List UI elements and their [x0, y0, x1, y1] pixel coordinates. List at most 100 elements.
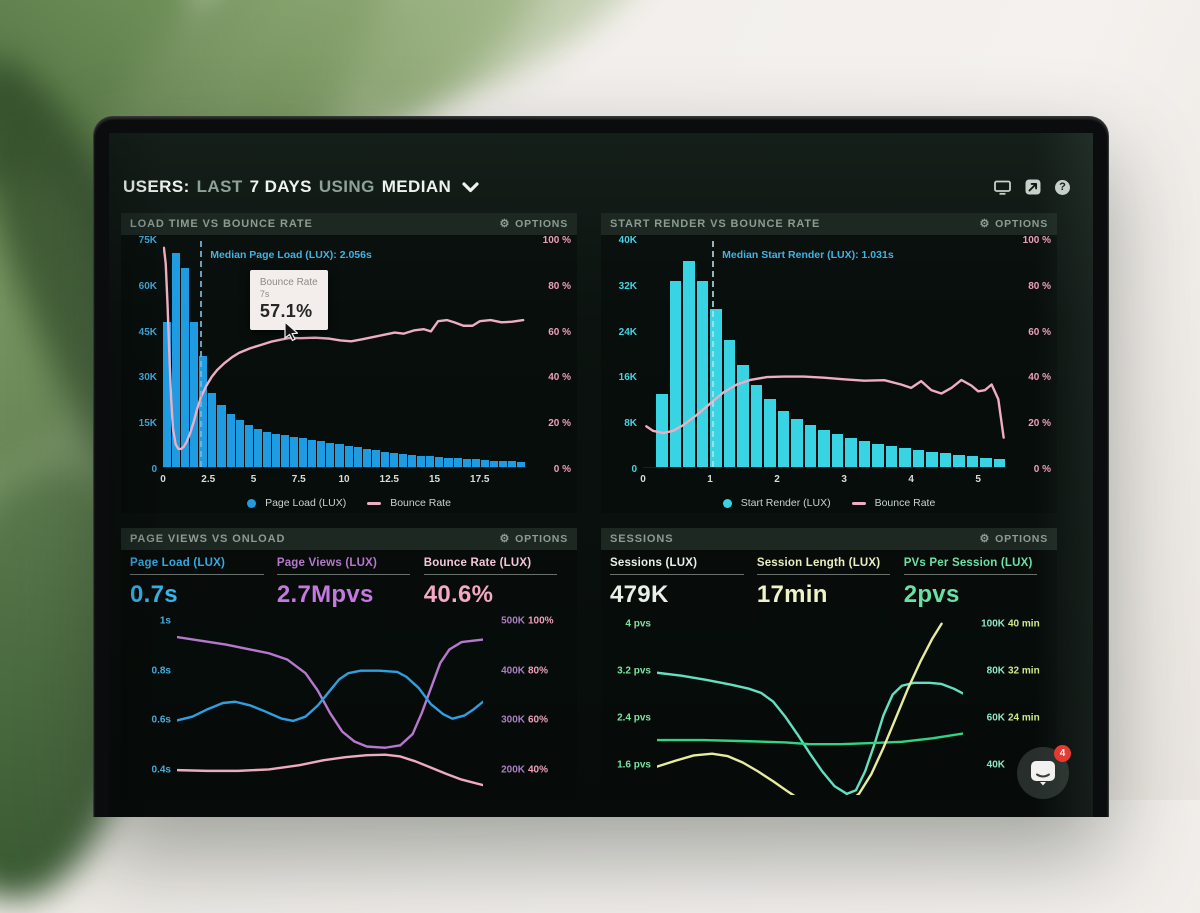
metric-divider: [610, 574, 744, 575]
histogram-bar: [480, 460, 489, 467]
axis-tick: 60 %: [548, 326, 571, 338]
timeframe-dropdown[interactable]: USERS: LAST 7 DAYS USING MEDIAN: [123, 177, 479, 197]
axis-tick: 3: [841, 474, 847, 485]
axis-tick: 20 %: [1028, 418, 1051, 430]
bar-series: [163, 241, 525, 467]
histogram-bar: [885, 446, 898, 467]
axis-tick: 400K: [501, 665, 525, 677]
median-label: Median Start Render (LUX): 1.031s: [722, 249, 894, 261]
metric-label: Page Views (LUX): [276, 557, 377, 569]
axis-tick: 60K: [138, 280, 157, 292]
app-header: USERS: LAST 7 DAYS USING MEDIAN ?: [123, 173, 1071, 201]
axis-tick: 100 %: [542, 235, 571, 246]
y-axis-left: 75K 60K 45K 30K 15K 0: [125, 235, 157, 475]
panel-sessions: SESSIONS ⚙ OPTIONS Sessions (LUX) 479K S…: [601, 528, 1057, 801]
metric-divider: [276, 574, 411, 575]
axis-tick: 0: [631, 463, 637, 475]
title-users: USERS:: [123, 177, 190, 196]
histogram-bar: [335, 444, 344, 467]
panel-title: PAGE VIEWS VS ONLOAD: [130, 533, 286, 545]
chevron-down-icon: [462, 181, 479, 193]
histogram-bar: [462, 458, 471, 467]
y-axis-left: 4 pvs 3.2 pvs 2.4 pvs 1.6 pvs: [607, 606, 651, 795]
page-views-chart[interactable]: [177, 606, 483, 795]
axis-tick: 0: [151, 463, 157, 475]
histogram-bar: [353, 447, 362, 467]
chart-legend: Page Load (LUX) Bounce Rate: [121, 497, 577, 509]
panel-title: LOAD TIME VS BOUNCE RATE: [130, 218, 313, 230]
histogram-bar: [696, 280, 709, 467]
histogram-bar: [362, 448, 371, 467]
options-button[interactable]: ⚙ OPTIONS: [979, 533, 1048, 545]
title-days: 7 DAYS: [249, 177, 312, 196]
gear-icon: ⚙: [979, 532, 991, 545]
axis-tick: 3.2 pvs: [617, 665, 651, 677]
histogram-bar: [235, 420, 244, 467]
histogram-bar: [764, 399, 776, 467]
axis-tick: 0.4s: [151, 764, 171, 776]
chat-widget-button[interactable]: 4: [1017, 745, 1071, 799]
y-axis-right-percent: 100% 80% 60% 40%: [528, 606, 572, 795]
line-bounce-rate: [164, 248, 523, 449]
histogram-bar: [244, 424, 253, 467]
metric-pvs-per-session: PVs Per Session (LUX) 2pvs: [903, 557, 1051, 609]
bar-series: [643, 241, 1005, 467]
metric-bounce-rate: Bounce Rate (LUX) 40.6%: [423, 557, 571, 609]
axis-tick: 0.6s: [151, 714, 171, 726]
metric-value: 479K: [610, 581, 669, 608]
axis-tick: 80%: [528, 665, 549, 677]
histogram-bar: [308, 439, 317, 467]
histogram-bar: [435, 457, 444, 467]
sessions-chart[interactable]: [657, 606, 963, 795]
histogram-bar: [710, 308, 722, 467]
histogram-bar: [953, 455, 965, 467]
histogram-bar: [980, 457, 992, 467]
metric-value: 0.7s: [130, 581, 178, 608]
axis-tick: 20 %: [548, 418, 571, 430]
histogram-bar: [299, 438, 308, 467]
metric-value: 40.6%: [423, 581, 494, 608]
start-render-chart[interactable]: Median Start Render (LUX): 1.031s: [643, 241, 1005, 468]
panel-header: LOAD TIME VS BOUNCE RATE ⚙ OPTIONS: [121, 213, 577, 235]
axis-tick: 80 %: [1028, 280, 1051, 292]
legend-label: Bounce Rate: [390, 497, 451, 509]
help-icon[interactable]: ?: [1054, 179, 1071, 196]
axis-tick: 40K: [618, 235, 637, 246]
metric-label: Page Load (LUX): [130, 557, 226, 569]
axis-tick: 500K: [501, 615, 525, 627]
metric-label: Bounce Rate (LUX): [423, 557, 532, 569]
chart-tooltip: Bounce Rate 7s 57.1%: [249, 270, 328, 331]
legend-line: [367, 501, 382, 505]
axis-tick: 1s: [159, 615, 171, 627]
axis-tick: 40 %: [1028, 372, 1051, 384]
axis-tick: 75K: [138, 235, 157, 246]
axis-tick: 24 min: [1008, 712, 1040, 724]
axis-tick: 100K: [981, 618, 1005, 630]
histogram-bar: [993, 459, 1005, 467]
histogram-bar: [750, 385, 763, 467]
display-icon[interactable]: [994, 179, 1011, 196]
legend-label: Start Render (LUX): [740, 497, 831, 509]
options-button[interactable]: ⚙ OPTIONS: [499, 218, 568, 230]
panel-page-views-vs-onload: PAGE VIEWS VS ONLOAD ⚙ OPTIONS Page Load…: [121, 528, 577, 801]
tooltip-title: Bounce Rate: [259, 277, 318, 289]
notification-badge: 4: [1054, 745, 1071, 762]
metric-label: Session Length (LUX): [756, 557, 881, 569]
load-time-chart[interactable]: Median Page Load (LUX): 2.056s Bounce Ra…: [163, 241, 525, 468]
panel-load-time-vs-bounce-rate: LOAD TIME VS BOUNCE RATE ⚙ OPTIONS 75K 60…: [121, 213, 577, 513]
options-button[interactable]: ⚙ OPTIONS: [499, 533, 568, 545]
metric-divider: [756, 574, 891, 575]
metric-sessions: Sessions (LUX) 479K: [610, 557, 757, 609]
axis-tick: 4: [908, 474, 914, 485]
panel-header: START RENDER VS BOUNCE RATE ⚙ OPTIONS: [601, 213, 1057, 235]
x-axis: 0 2.5 5 7.5 10 12.5 15 17.5: [160, 474, 525, 487]
options-button[interactable]: ⚙ OPTIONS: [979, 218, 1048, 230]
options-label: OPTIONS: [995, 218, 1048, 230]
axis-tick: 100%: [528, 615, 554, 627]
y-axis-left: 40K 32K 24K 16K 8K 0: [605, 235, 637, 475]
line-bounce-rate: [646, 377, 1003, 438]
share-icon[interactable]: [1024, 179, 1041, 196]
legend-dot: [722, 498, 732, 508]
axis-tick: 32K: [618, 280, 637, 292]
histogram-bar: [656, 393, 668, 467]
